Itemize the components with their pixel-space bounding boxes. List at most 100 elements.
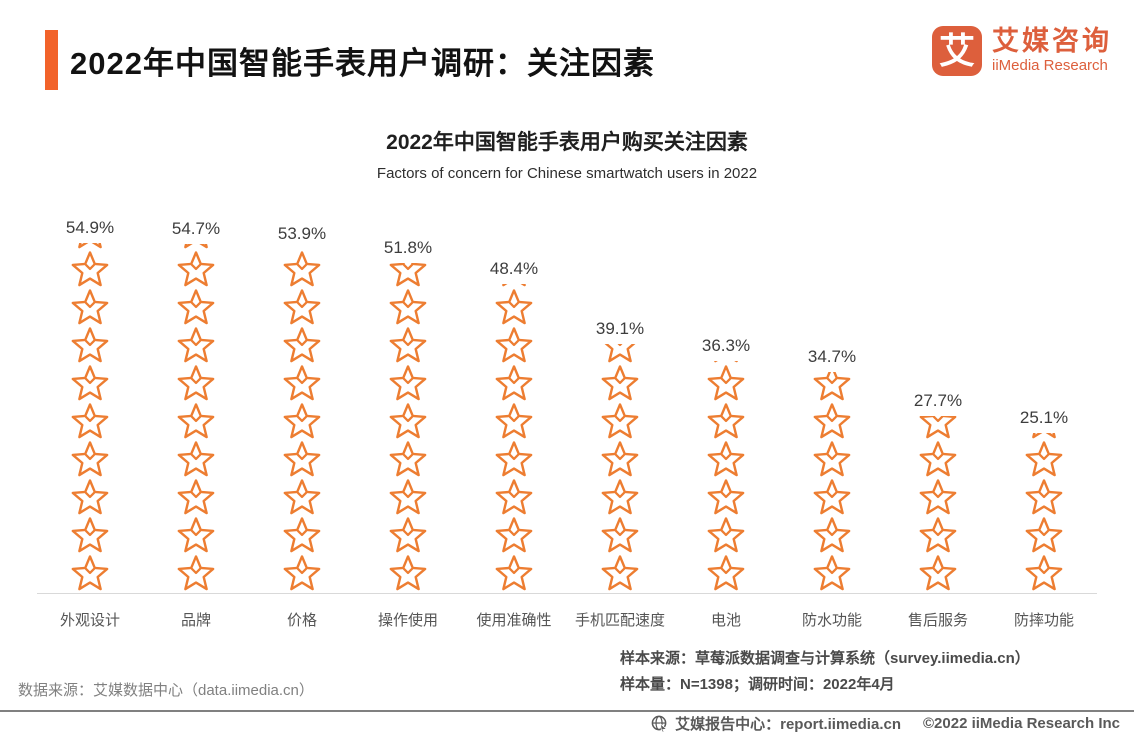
iimedia-logo-icon: 艾: [932, 26, 982, 76]
star-icon: [177, 479, 215, 515]
iimedia-logo: 艾 艾媒咨询 iiMedia Research: [932, 26, 1112, 76]
value-label: 48.4%: [489, 259, 539, 278]
x-axis-labels: 外观设计 品牌 价格 操作使用 使用准确性 手机匹配速度 电池 防水功能 售后服务 防摔功能: [37, 594, 1097, 630]
star-icon: [283, 403, 321, 439]
star-bar: [280, 249, 324, 593]
star-icon: [1025, 479, 1063, 515]
star-icon: [389, 263, 427, 287]
star-icon: [495, 289, 533, 325]
star-icon: [177, 289, 215, 325]
star-bar: [704, 361, 748, 593]
chart-plot-area: 54.9% 54.7% 53.9% 51.8% 48.4% 39.1% 36.3% 34.7%…: [37, 214, 1097, 594]
star-icon: [389, 555, 427, 591]
star-icon: [71, 327, 109, 363]
copyright-text: ©2022 iiMedia Research Inc: [923, 715, 1120, 732]
star-icon: [280, 249, 324, 250]
value-label: 54.7%: [171, 219, 221, 238]
star-icon: [283, 327, 321, 363]
star-icon: [71, 555, 109, 591]
star-icon: [714, 361, 738, 363]
star-icon: [71, 441, 109, 477]
chart-column: 48.4%: [461, 259, 567, 593]
x-axis-label: 价格: [286, 612, 317, 629]
star-icon: [813, 441, 851, 477]
star-icon: [71, 289, 109, 325]
value-label: 54.9%: [65, 218, 115, 237]
star-icon: [1025, 517, 1063, 553]
sample-source-note: 样本来源：草莓派数据调查与计算系统（survey.iimedia.cn）: [620, 650, 1030, 667]
star-icon: [919, 517, 957, 553]
star-bar: [174, 244, 218, 593]
star-icon: [707, 403, 745, 439]
star-icon: [495, 327, 533, 363]
star-icon: [495, 479, 533, 515]
footer-sources: 数据来源：艾媒数据中心（data.iimedia.cn） 样本来源：草莓派数据调…: [0, 646, 1134, 704]
star-icon: [177, 327, 215, 363]
star-icon: [389, 403, 427, 439]
star-icon: [71, 251, 109, 287]
chart-column: 39.1%: [567, 319, 673, 593]
star-icon: [495, 403, 533, 439]
value-label: 27.7%: [913, 391, 963, 410]
star-icon: [283, 555, 321, 591]
star-bar: [1022, 433, 1066, 593]
star-icon: [283, 365, 321, 401]
star-bar: [810, 372, 854, 593]
page-title: 2022年中国智能手表用户调研：关注因素: [70, 45, 655, 81]
value-label: 25.1%: [1019, 408, 1069, 427]
star-icon: [813, 479, 851, 515]
x-axis-label: 外观设计: [59, 612, 120, 629]
value-label: 53.9%: [277, 224, 327, 243]
bottom-bar: 艾媒报告中心：report.iimedia.cn ©2022 iiMedia R…: [0, 710, 1134, 735]
star-icon: [389, 365, 427, 401]
star-icon: [495, 441, 533, 477]
value-label: 39.1%: [595, 319, 645, 338]
x-axis-label: 防摔功能: [1013, 612, 1074, 629]
x-axis-label: 电池: [710, 612, 741, 629]
star-icon: [177, 517, 215, 553]
report-center-text: 艾媒报告中心：report.iimedia.cn: [675, 716, 901, 733]
star-icon: [283, 441, 321, 477]
star-icon: [813, 555, 851, 591]
star-bar: [492, 284, 536, 593]
star-bar: [598, 344, 642, 593]
star-icon: [813, 403, 851, 439]
title-accent-bar: [45, 30, 58, 90]
x-axis-label: 使用准确性: [476, 612, 552, 629]
star-icon: [78, 243, 102, 249]
star-icon: [495, 365, 533, 401]
star-icon: [1025, 441, 1063, 477]
star-icon: [1032, 433, 1056, 439]
chart-column: 54.9%: [37, 218, 143, 593]
value-label: 36.3%: [701, 336, 751, 355]
chart-title: 2022年中国智能手表用户购买关注因素: [386, 131, 748, 154]
star-icon: [71, 517, 109, 553]
star-icon: [604, 344, 636, 363]
star-icon: [389, 479, 427, 515]
star-icon: [389, 327, 427, 363]
value-label: 34.7%: [807, 347, 857, 366]
star-icon: [1025, 555, 1063, 591]
star-icon: [601, 441, 639, 477]
star-icon: [177, 251, 215, 287]
star-bar: [386, 263, 430, 593]
star-icon: [601, 365, 639, 401]
star-icon: [919, 416, 957, 439]
star-icon: [283, 289, 321, 325]
star-icon: [184, 244, 208, 249]
globe-cursor-icon: [651, 715, 668, 732]
chart-column: 27.7%: [885, 391, 991, 593]
star-icon: [283, 479, 321, 515]
star-icon: [601, 555, 639, 591]
star-icon: [495, 517, 533, 553]
star-icon: [177, 555, 215, 591]
report-header: 2022年中国智能手表用户调研：关注因素 艾 艾媒咨询 iiMedia Rese…: [0, 0, 1134, 96]
x-axis-label: 手机匹配速度: [574, 612, 665, 629]
star-icon: [495, 555, 533, 591]
chart-column: 53.9%: [249, 224, 355, 593]
x-axis-label: 防水功能: [801, 612, 862, 629]
star-icon: [919, 555, 957, 591]
star-icon: [601, 479, 639, 515]
star-icon: [177, 365, 215, 401]
star-icon: [813, 517, 851, 553]
